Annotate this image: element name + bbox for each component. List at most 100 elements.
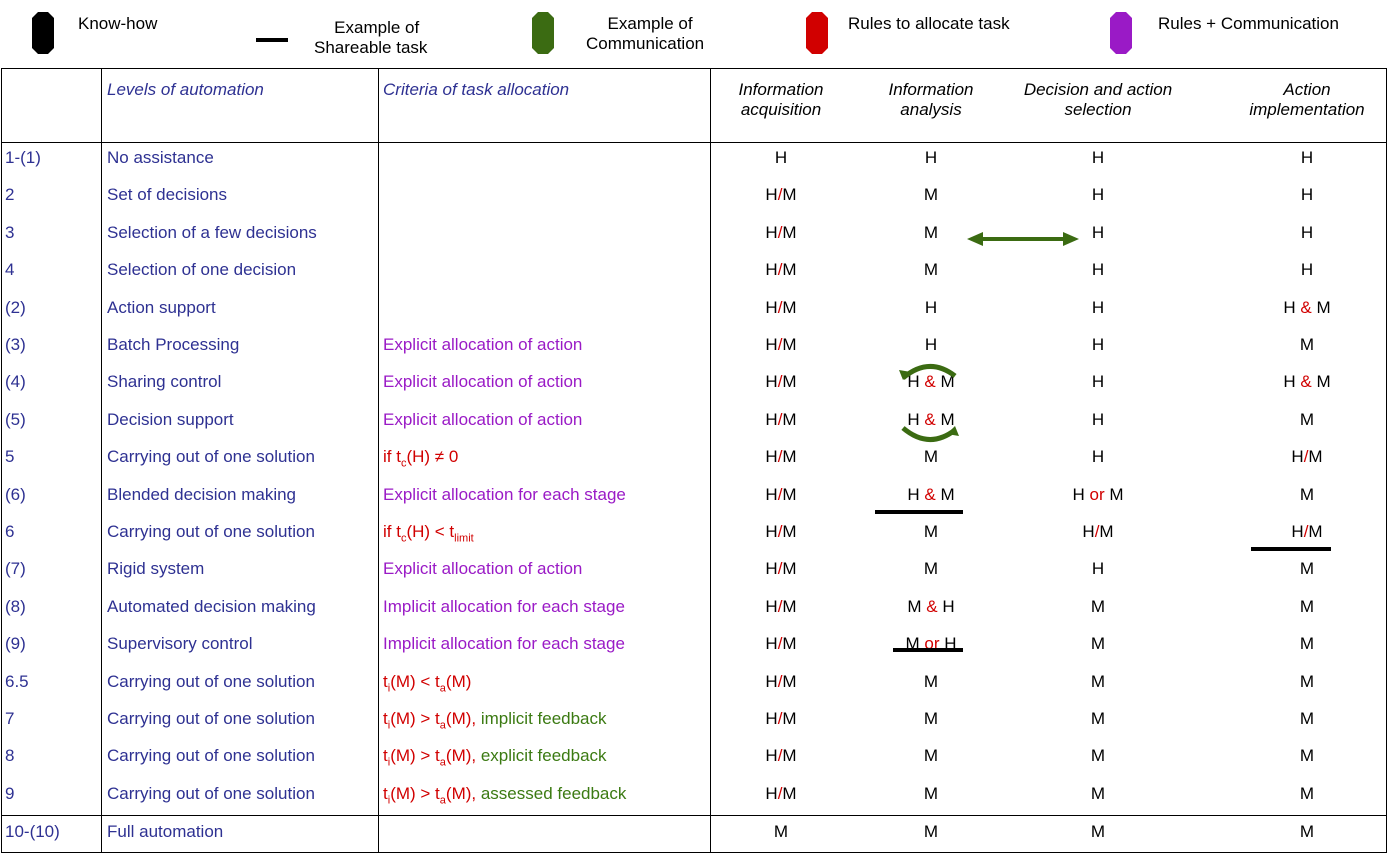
row-allocation-criteria: Implicit allocation for each stage — [383, 596, 625, 616]
cell-dec: H or M — [1072, 484, 1124, 504]
row-level-id: 7 — [5, 709, 15, 728]
cell-dec: H — [1091, 297, 1105, 317]
cell-ia: H/M — [765, 447, 797, 467]
cell-dec: M — [1090, 671, 1106, 691]
row-level-id: 6 — [5, 522, 15, 541]
row-level-id: 9 — [5, 783, 15, 803]
row-level-id: (7) — [5, 559, 26, 579]
row-allocation-criteria: ti(M) < ta(M) — [383, 671, 472, 694]
cell-dec: H — [1091, 559, 1105, 579]
cell-ia: H/M — [765, 409, 797, 429]
row-level-id: 2 — [5, 185, 15, 205]
row-level-id: 8 — [5, 746, 15, 766]
row-level-name: No assistance — [107, 148, 214, 167]
cell-ia: H/M — [765, 709, 797, 728]
row-allocation-criteria: Explicit allocation of action — [383, 372, 583, 392]
header-decision-and-action-selection: Decision and action selection — [1023, 80, 1173, 119]
row-level-id: 10-(10) — [5, 822, 60, 841]
cell-dec: H — [1091, 447, 1105, 467]
cell-an: M — [923, 559, 939, 579]
cell-an: M — [923, 746, 939, 766]
cell-ia: H/M — [765, 222, 797, 242]
cell-an: M — [923, 185, 939, 205]
row-level-id: 6.5 — [5, 671, 29, 691]
row-allocation-criteria: Implicit allocation for each stage — [383, 634, 625, 654]
row-allocation-criteria: ti(M) > ta(M), assessed feedback — [383, 783, 627, 807]
cell-ia: H — [774, 148, 788, 167]
cell-act: M — [1299, 822, 1315, 841]
cell-act: H — [1300, 260, 1314, 280]
cell-an: M — [923, 822, 939, 841]
cell-ia: H/M — [765, 634, 797, 654]
row-level-name: Carrying out of one solution — [107, 746, 315, 766]
header-information-analysis: Information analysis — [888, 80, 974, 119]
row-level-id: (6) — [5, 484, 26, 504]
cell-ia: H/M — [765, 522, 797, 541]
cell-an: H & M — [907, 484, 955, 504]
header-information-acquisition: Information acquisition — [738, 80, 824, 119]
row-level-id: (5) — [5, 409, 26, 429]
row-level-name: Batch Processing — [107, 335, 240, 354]
row-level-name: Set of decisions — [107, 185, 228, 205]
automation-table: Levels of automation Criteria of task al… — [1, 68, 1387, 853]
row-level-id: (9) — [5, 634, 26, 654]
header-criteria-of-task-allocation: Criteria of task allocation — [383, 80, 570, 99]
row-level-id: (3) — [5, 335, 26, 354]
row-level-id: (2) — [5, 297, 26, 317]
rules-communication-octagon-icon — [1110, 12, 1132, 54]
legend-know-how-label: Know-how — [78, 14, 158, 33]
cell-ia: H/M — [765, 596, 797, 616]
cell-act: M — [1299, 709, 1315, 728]
cell-an: H & M — [907, 372, 955, 392]
cell-ia: H/M — [765, 372, 797, 392]
cell-dec: M — [1090, 709, 1106, 728]
cell-ia: H/M — [765, 484, 797, 504]
row-level-id: 3 — [5, 222, 15, 242]
cell-dec: M — [1090, 783, 1106, 803]
cell-act: M — [1299, 484, 1315, 504]
cell-an: M — [923, 671, 939, 691]
shareable-task-line-icon — [256, 38, 288, 42]
row-level-name: Decision support — [107, 409, 234, 429]
row-level-name: Automated decision making — [107, 596, 316, 616]
row-level-name: Supervisory control — [107, 634, 253, 654]
row-level-name: Sharing control — [107, 372, 222, 392]
cell-ia: M — [773, 822, 789, 841]
cell-an: M — [923, 447, 939, 467]
row-level-name: Carrying out of one solution — [107, 671, 315, 691]
cell-ia: H/M — [765, 559, 797, 579]
cell-ia: H/M — [765, 671, 797, 691]
cell-act: H & M — [1283, 297, 1331, 317]
cell-act: M — [1299, 634, 1315, 654]
cell-act: H & M — [1283, 372, 1331, 392]
cell-an: H — [924, 148, 938, 167]
cell-dec: M — [1090, 634, 1106, 654]
communication-octagon-icon — [532, 12, 554, 54]
legend: Know-how Example of Shareable task Examp… — [0, 0, 1393, 66]
cell-dec: M — [1090, 822, 1106, 841]
legend-rules-label: Rules to allocate task — [848, 14, 1010, 33]
cell-act: M — [1299, 783, 1315, 803]
cell-dec: M — [1090, 596, 1106, 616]
cell-an: M — [923, 222, 939, 242]
cell-dec: H/M — [1082, 522, 1114, 541]
row-level-name: Selection of one decision — [107, 260, 297, 280]
legend-communication-label: Example of Communication — [586, 14, 705, 53]
row-allocation-criteria: Explicit allocation for each stage — [383, 484, 626, 504]
row-level-id: (4) — [5, 372, 26, 392]
cell-ia: H/M — [765, 746, 797, 766]
row-level-name: Rigid system — [107, 559, 205, 579]
row-level-name: Carrying out of one solution — [107, 522, 315, 541]
cell-dec: H — [1091, 409, 1105, 429]
row-level-name: Carrying out of one solution — [107, 709, 315, 728]
shareable-task-underline — [1251, 547, 1331, 551]
communication-curved-arrow-top-icon — [899, 364, 957, 380]
cell-act: H — [1300, 148, 1314, 167]
cell-act: H — [1300, 185, 1314, 205]
cell-act: M — [1299, 746, 1315, 766]
row-level-name: Full automation — [107, 822, 224, 841]
cell-act: M — [1299, 671, 1315, 691]
cell-an: H & M — [907, 409, 955, 429]
row-allocation-criteria: Explicit allocation of action — [383, 559, 583, 579]
communication-arrow-icon — [967, 232, 1079, 246]
